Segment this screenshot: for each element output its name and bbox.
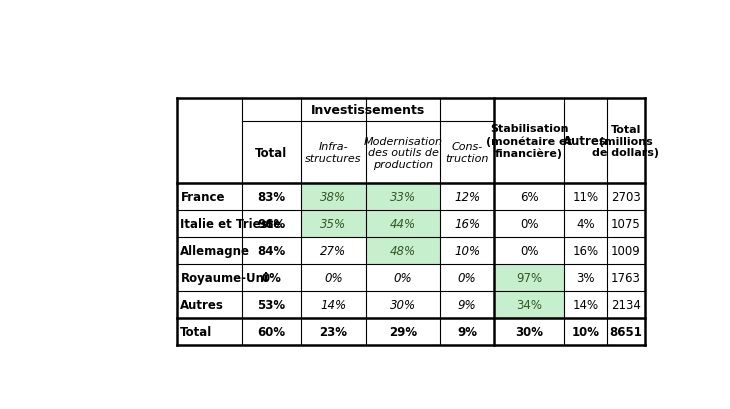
Text: 34%: 34% — [516, 298, 542, 311]
Text: 0%: 0% — [520, 244, 539, 257]
Text: 8651: 8651 — [610, 325, 642, 338]
Text: Autres: Autres — [564, 135, 607, 148]
Bar — [494, 264, 564, 291]
Text: 44%: 44% — [390, 217, 416, 230]
Text: Autres: Autres — [180, 298, 224, 311]
Text: 97%: 97% — [516, 271, 542, 284]
Text: 3%: 3% — [576, 271, 594, 284]
Text: 0%: 0% — [324, 271, 343, 284]
Text: 10%: 10% — [572, 325, 599, 338]
Text: Investissements: Investissements — [311, 104, 426, 117]
Bar — [301, 210, 366, 237]
Text: 60%: 60% — [258, 325, 285, 338]
Text: 1075: 1075 — [611, 217, 641, 230]
Bar — [366, 210, 440, 237]
Text: 38%: 38% — [320, 191, 347, 203]
Text: 53%: 53% — [258, 298, 285, 311]
Text: 14%: 14% — [320, 298, 347, 311]
Text: 83%: 83% — [258, 191, 285, 203]
Text: 2134: 2134 — [611, 298, 641, 311]
Text: 9%: 9% — [457, 325, 477, 338]
Text: 0%: 0% — [458, 271, 477, 284]
Text: Total
(millions
de dollars): Total (millions de dollars) — [593, 125, 659, 158]
Text: Total: Total — [180, 325, 212, 338]
Text: 16%: 16% — [572, 244, 599, 257]
Text: 12%: 12% — [454, 191, 480, 203]
Text: 2703: 2703 — [611, 191, 641, 203]
Text: Allemagne: Allemagne — [180, 244, 250, 257]
Text: 1009: 1009 — [611, 244, 641, 257]
Text: 27%: 27% — [320, 244, 347, 257]
Text: 0%: 0% — [520, 217, 539, 230]
Text: 16%: 16% — [454, 217, 480, 230]
Text: 9%: 9% — [458, 298, 477, 311]
Text: Cons-
truction: Cons- truction — [445, 142, 489, 164]
Bar — [494, 291, 564, 318]
Text: 96%: 96% — [257, 217, 285, 230]
Text: 11%: 11% — [572, 191, 599, 203]
Text: 29%: 29% — [389, 325, 418, 338]
Text: 48%: 48% — [390, 244, 416, 257]
Text: 14%: 14% — [572, 298, 599, 311]
Text: 1763: 1763 — [611, 271, 641, 284]
Text: 30%: 30% — [390, 298, 416, 311]
Bar — [366, 184, 440, 210]
Text: 6%: 6% — [520, 191, 539, 203]
Text: Infra-
structures: Infra- structures — [305, 142, 361, 164]
Text: France: France — [180, 191, 225, 203]
Text: 0%: 0% — [261, 271, 281, 284]
Text: Total: Total — [255, 146, 288, 159]
Bar — [301, 184, 366, 210]
Text: 84%: 84% — [257, 244, 285, 257]
Bar — [366, 237, 440, 264]
Text: 4%: 4% — [576, 217, 595, 230]
Text: 23%: 23% — [320, 325, 347, 338]
Text: Modernisation
des outils de
production: Modernisation des outils de production — [364, 136, 442, 169]
Text: Stabilisation
(monétaire et
financière): Stabilisation (monétaire et financière) — [486, 124, 572, 158]
Text: 35%: 35% — [320, 217, 347, 230]
Text: Italie et Trieste: Italie et Trieste — [180, 217, 282, 230]
Text: 0%: 0% — [394, 271, 412, 284]
Text: 33%: 33% — [390, 191, 416, 203]
Text: 10%: 10% — [454, 244, 480, 257]
Text: Royaume-Uni: Royaume-Uni — [180, 271, 269, 284]
Text: 30%: 30% — [515, 325, 543, 338]
